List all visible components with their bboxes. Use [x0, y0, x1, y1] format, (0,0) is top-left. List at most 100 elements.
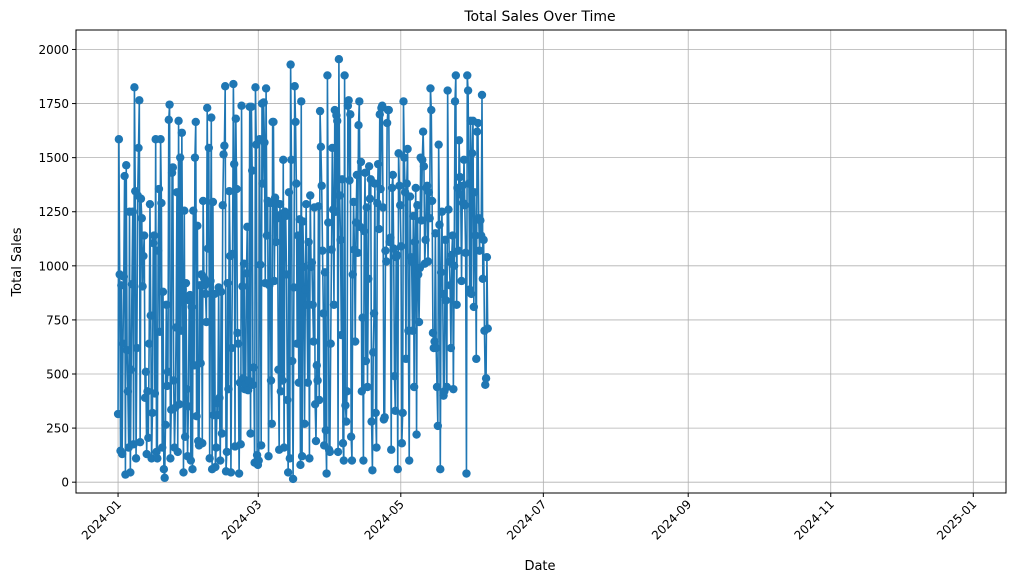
data-point [382, 257, 391, 266]
data-point [430, 337, 439, 346]
data-point [122, 161, 131, 170]
data-point [442, 382, 452, 392]
data-point [212, 443, 221, 452]
data-point [226, 468, 236, 477]
data-point [233, 328, 242, 338]
data-point [205, 454, 214, 463]
data-point [210, 289, 219, 299]
data-point [386, 233, 395, 242]
data-point [449, 384, 458, 394]
data-point [459, 155, 469, 165]
data-point [449, 261, 459, 271]
data-point [279, 155, 288, 165]
data-point [294, 378, 303, 387]
data-point [154, 184, 164, 194]
data-point [437, 207, 447, 216]
data-point [186, 456, 196, 465]
data-point [293, 231, 303, 240]
y-tick-label: 250 [46, 422, 69, 436]
data-point [446, 343, 456, 353]
data-point [357, 387, 366, 396]
data-point [215, 393, 224, 402]
data-point [371, 408, 380, 418]
data-point [482, 252, 492, 262]
data-point [441, 296, 451, 305]
data-point [291, 117, 300, 127]
data-point [181, 278, 191, 288]
data-point [300, 419, 309, 428]
data-point [176, 153, 185, 162]
data-point [317, 181, 326, 190]
data-point [335, 191, 344, 200]
data-point [221, 82, 230, 91]
data-point [361, 356, 371, 366]
y-tick-label: 1750 [38, 97, 69, 111]
data-point [149, 238, 158, 248]
data-point [419, 162, 429, 171]
data-point [127, 280, 137, 289]
data-point [231, 114, 241, 123]
data-point [315, 106, 325, 116]
data-point [158, 443, 167, 452]
data-point [206, 276, 215, 286]
data-point [304, 237, 313, 247]
data-point [341, 401, 350, 410]
y-axis-label: Total Sales [10, 227, 25, 297]
data-point [461, 248, 470, 258]
data-point [203, 103, 212, 113]
data-point [352, 170, 362, 180]
data-point [327, 245, 336, 254]
data-point [454, 136, 464, 145]
data-point [339, 456, 348, 465]
data-point [192, 411, 201, 421]
data-point [342, 387, 352, 396]
data-point [346, 432, 356, 441]
data-point [333, 116, 342, 126]
data-point [434, 140, 443, 149]
data-point [299, 262, 308, 272]
data-point [405, 192, 415, 201]
data-point [314, 202, 323, 211]
data-point [166, 454, 175, 463]
data-point [211, 462, 220, 472]
data-point [130, 83, 139, 92]
data-point [364, 274, 373, 284]
y-axis-ticks: 0 250 500 750 1000 1250 1500 1750 2000 [38, 43, 76, 490]
data-point [177, 128, 187, 137]
data-point [472, 127, 482, 136]
data-point [219, 150, 228, 159]
data-point [288, 356, 297, 366]
data-point [278, 376, 287, 385]
data-point [284, 188, 294, 197]
data-point [378, 101, 387, 110]
data-point [400, 153, 409, 162]
data-point [152, 447, 161, 457]
data-point [182, 384, 191, 394]
data-point [175, 400, 184, 409]
data-point [234, 339, 243, 348]
data-point [403, 144, 412, 154]
data-point [132, 343, 142, 353]
data-point [164, 115, 173, 124]
data-point [283, 395, 292, 405]
data-point [476, 216, 485, 225]
data-point [236, 440, 245, 449]
data-point [260, 138, 269, 147]
data-point [356, 157, 366, 167]
data-point [376, 184, 385, 194]
data-point [358, 313, 367, 322]
data-point [305, 454, 314, 463]
data-point [216, 287, 226, 296]
data-point [179, 468, 188, 477]
data-point [324, 218, 333, 227]
data-point [444, 205, 453, 214]
data-point [448, 231, 457, 240]
data-point [249, 363, 259, 372]
data-point [153, 454, 162, 463]
data-point [292, 339, 302, 348]
data-point [156, 135, 165, 144]
data-point [424, 188, 434, 197]
data-point [328, 143, 337, 153]
data-point [323, 71, 332, 80]
data-point [373, 198, 382, 208]
